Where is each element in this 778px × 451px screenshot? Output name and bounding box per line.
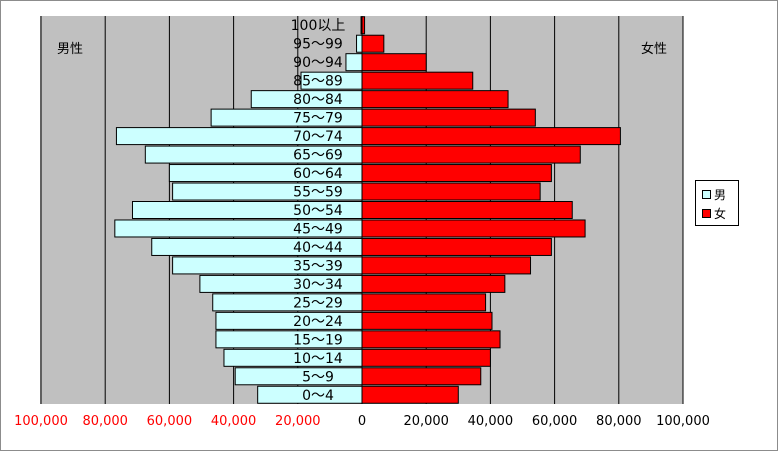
age-label-8: 60～64 [293, 166, 343, 182]
x-tick-label-9: 80,000 [596, 414, 642, 429]
left-side-label: 男性 [57, 42, 84, 57]
bar-female-19 [361, 367, 482, 386]
bar-female-7 [361, 145, 581, 164]
age-label-11: 45～49 [293, 221, 343, 237]
legend-item-female: 女 [702, 205, 726, 222]
age-label-14: 30～34 [293, 277, 343, 293]
bar-male-2 [345, 53, 363, 72]
age-label-2: 90～94 [293, 55, 343, 71]
x-tick-label-10: 100,000 [656, 414, 710, 429]
x-tick-label-2: 60,000 [147, 414, 193, 429]
x-tick-label-5: 0 [358, 414, 366, 429]
bar-female-14 [361, 274, 506, 293]
age-label-1: 95～99 [293, 37, 343, 53]
bar-female-15 [361, 293, 487, 312]
age-label-15: 25～29 [293, 295, 343, 311]
age-label-5: 75～79 [293, 111, 343, 127]
bar-female-13 [361, 256, 532, 275]
legend-label-male: 男 [714, 188, 727, 202]
x-tick-label-3: 40,000 [211, 414, 257, 429]
age-label-6: 70～74 [293, 129, 343, 145]
bar-female-5 [361, 108, 536, 127]
bar-female-18 [361, 348, 491, 367]
bar-female-12 [361, 237, 552, 256]
bar-female-1 [361, 34, 385, 53]
age-label-4: 80～84 [293, 92, 343, 108]
bar-male-1 [356, 34, 363, 53]
age-label-0: 100以上 [291, 18, 346, 34]
legend-swatch-male [702, 190, 711, 199]
bar-female-9 [361, 182, 541, 201]
age-label-19: 5～9 [302, 369, 334, 385]
age-label-10: 50～54 [293, 203, 343, 219]
age-label-16: 20～24 [293, 314, 343, 330]
bar-female-16 [361, 311, 493, 330]
age-label-7: 65～69 [293, 148, 343, 164]
bar-female-4 [361, 90, 509, 109]
bar-female-8 [361, 164, 552, 183]
age-label-17: 15～19 [293, 332, 343, 348]
chart-legend: 男 女 [695, 180, 739, 226]
bar-female-17 [361, 330, 501, 349]
x-tick-label-8: 60,000 [532, 414, 578, 429]
age-label-13: 35～39 [293, 258, 343, 274]
bar-female-2 [361, 53, 427, 72]
x-tick-label-6: 20,000 [403, 414, 449, 429]
legend-label-female: 女 [714, 207, 727, 221]
age-label-3: 85～89 [293, 74, 343, 90]
age-label-12: 40～44 [293, 240, 343, 256]
x-tick-label-4: 20,000 [275, 414, 321, 429]
age-label-9: 55～59 [293, 185, 343, 201]
age-label-20: 0～4 [302, 388, 334, 404]
legend-swatch-female [702, 209, 711, 218]
bar-male-19 [234, 367, 363, 386]
x-tick-label-7: 40,000 [468, 414, 514, 429]
bar-female-11 [361, 219, 586, 238]
right-side-label: 女性 [641, 42, 668, 57]
bar-female-0 [361, 16, 366, 35]
bar-female-10 [361, 201, 573, 219]
legend-item-male: 男 [702, 186, 726, 203]
bar-female-20 [361, 385, 459, 404]
bar-female-3 [361, 71, 474, 90]
x-tick-label-0: 100,000 [14, 414, 68, 429]
x-tick-label-1: 80,000 [82, 414, 128, 429]
bar-female-6 [361, 127, 621, 146]
age-label-18: 10～14 [293, 351, 343, 367]
